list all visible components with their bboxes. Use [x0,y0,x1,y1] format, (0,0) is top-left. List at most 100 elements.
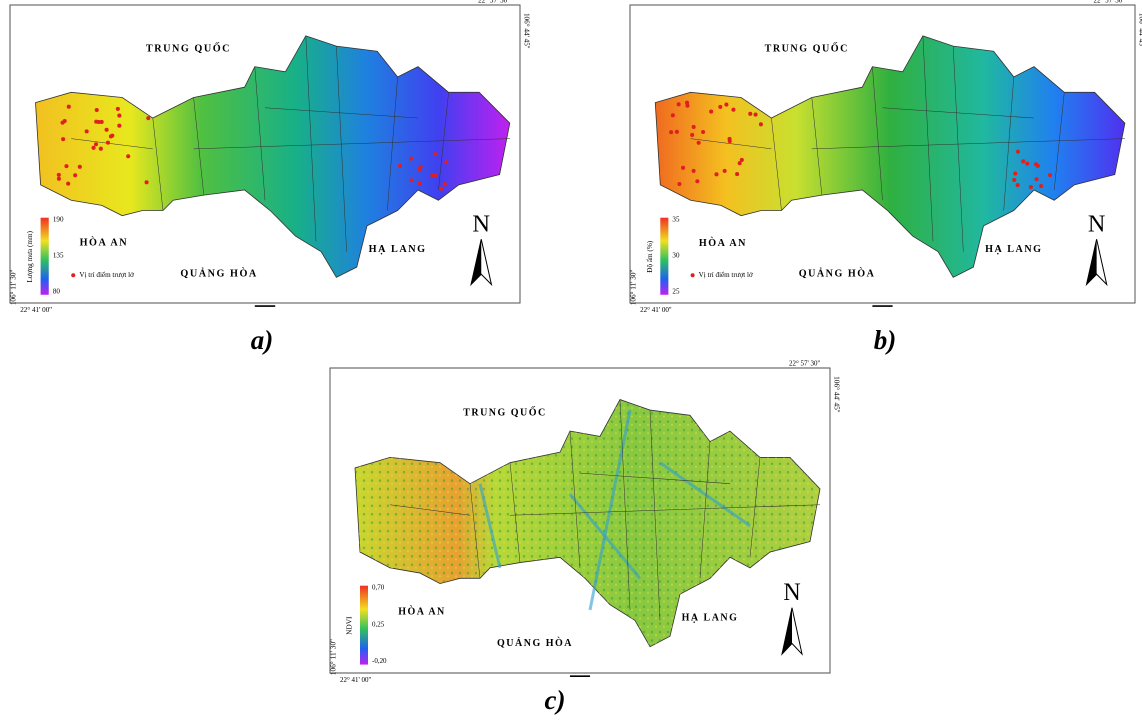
coord-right: 106° 44' 45'' [1137,13,1142,49]
colorbar-tick: 0,25 [372,620,385,628]
coord-top: 22° 57' 30'' [789,359,820,367]
landslide-point [724,103,728,107]
coord-left: 106° 11' 30'' [330,639,338,675]
landslide-point [95,108,99,112]
region-label: HẠ LANG [369,244,427,255]
landslide-point [1035,177,1039,181]
landslide-point [63,119,67,123]
landslide-point [106,141,110,145]
landslide-point [1012,178,1016,182]
colorbar-tick: 135 [53,251,64,259]
landslide-point [669,130,673,134]
landslide-point [759,122,763,126]
landslide-point [731,108,735,112]
colorbar-tick: 25 [672,287,679,295]
landslide-point [433,152,437,156]
landslide-point [85,129,89,133]
landslide-point [692,125,696,129]
north-letter: N [472,211,490,238]
landslide-point [1021,159,1025,163]
landslide-point [117,114,121,118]
caption: b) [874,325,897,355]
landslide-point [78,165,82,169]
region-label: TRUNG QUỐC [765,41,849,54]
landslide-point [728,139,732,143]
colorbar [360,586,368,665]
landslide-point [105,128,109,132]
colorbar-tick: 190 [53,215,64,223]
colorbar-title: Độ ẩm (%) [646,240,654,273]
landslide-point [443,182,447,186]
landslide-point [57,173,61,177]
landslide-point [1016,150,1020,154]
colorbar-title: Lượng mưa (mm) [26,230,34,282]
colorbar-tick: 35 [672,215,679,223]
colorbar [660,218,668,295]
landslide-point [64,164,68,168]
landslide-point [61,137,65,141]
landslide-point [110,134,114,138]
legend-point [691,273,695,277]
landslide-point [439,187,443,191]
colorbar [41,218,49,295]
coord-bottom: 22° 41' 00'' [20,306,52,314]
landslide-point [117,124,121,128]
landslide-point [418,181,422,185]
landslide-point [1013,171,1017,175]
landslide-point [419,165,423,169]
landslide-point [754,113,758,117]
figure: Vị trí điểm trượt lở Lượng mưa (mm) 190 135… [0,0,1142,722]
legend-point-label: Vị trí điểm trượt lở [699,271,753,279]
landslide-point [1034,162,1038,166]
landslide-point [97,120,101,124]
landslide-point [714,172,718,176]
landslide-point [697,141,701,145]
landslide-point [692,169,696,173]
region-label: HẠ LANG [682,613,739,624]
colorbar-tick: 80 [53,287,61,295]
landslide-point [671,113,675,117]
north-letter: N [783,578,801,606]
landslide-point [145,180,149,184]
colorbar-tick: 0,70 [372,583,385,591]
landslide-point [748,112,752,116]
landslide-point [434,173,438,177]
colorbar-title: NDVI [346,616,354,635]
region-label: HÒA AN [699,237,747,249]
landslide-point [146,116,150,120]
landslide-point [677,182,681,186]
region-label: QUẢNG HÒA [497,637,573,649]
landslide-point [66,182,70,186]
coord-right: 106° 44' 45'' [522,13,530,48]
region-label: HÒA AN [80,237,129,249]
region-label: QUẢNG HÒA [799,268,876,280]
landslide-point [444,160,448,164]
legend-point-label: Vị trí điểm trượt lở [79,270,134,279]
landslide-point [126,154,130,158]
region-label: TRUNG QUỐC [146,42,231,55]
landslide-point [94,142,98,146]
region-label: TRUNG QUỐC [463,405,547,418]
caption: c) [545,685,566,715]
landslide-point [73,173,77,177]
coord-right: 106° 44' 45'' [832,376,840,412]
coord-top: 22° 57' 30'' [1094,0,1125,5]
landslide-point [99,147,103,151]
landslide-point [92,146,96,150]
map-panel: Vị trí điểm trượt lở Lượng mưa (mm) 190 135… [10,0,531,314]
landslide-point [1048,173,1052,177]
landslide-point [116,107,120,111]
landslide-point [701,130,705,134]
landslide-point [740,158,744,162]
landslide-point [409,178,413,182]
north-letter: N [1088,210,1106,237]
landslide-point [718,105,722,109]
landslide-point [67,105,71,109]
landslide-point [709,110,713,114]
landslide-point [723,169,727,173]
region-label: HÒA AN [398,605,446,617]
page: Vị trí điểm trượt lở Lượng mưa (mm) 190 135… [0,0,1142,722]
landslide-point [398,164,402,168]
